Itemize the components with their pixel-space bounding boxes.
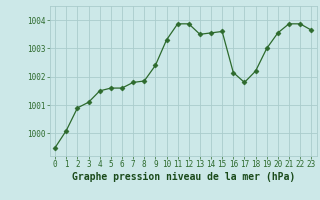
X-axis label: Graphe pression niveau de la mer (hPa): Graphe pression niveau de la mer (hPa) <box>72 172 295 182</box>
